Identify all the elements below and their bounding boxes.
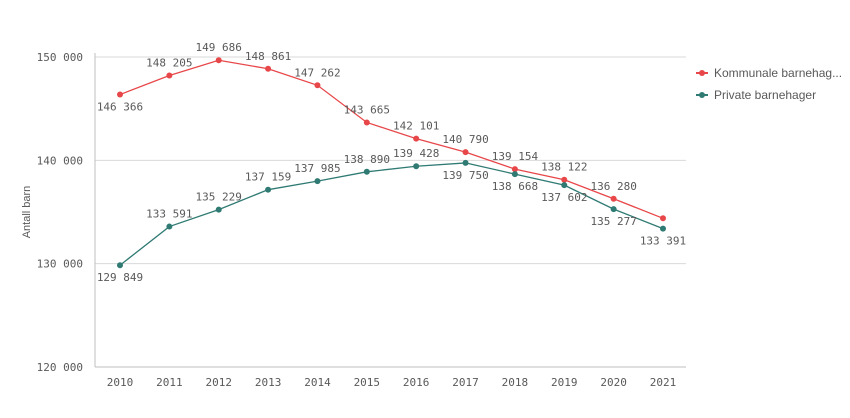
data-point <box>215 206 222 213</box>
data-point <box>462 159 469 166</box>
y-tick-label: 120 000 <box>37 361 83 374</box>
data-label: 138 668 <box>492 180 538 193</box>
x-tick-label: 2017 <box>452 376 479 389</box>
data-label: 140 790 <box>442 133 488 146</box>
x-tick-label: 2021 <box>650 376 677 389</box>
data-point <box>413 163 420 170</box>
data-point <box>561 176 568 183</box>
x-tick-label: 2018 <box>502 376 529 389</box>
legend: Kommunale barnehag... Private barnehager <box>696 62 842 106</box>
data-point <box>561 182 568 189</box>
data-label: 146 366 <box>97 101 143 114</box>
data-point <box>610 195 617 202</box>
data-label: 139 750 <box>442 169 488 182</box>
data-label: 133 591 <box>146 208 192 221</box>
data-point <box>511 166 518 173</box>
data-label: 147 262 <box>294 66 340 79</box>
data-point <box>314 178 321 185</box>
data-label: 143 665 <box>344 103 390 116</box>
y-tick-label: 150 000 <box>37 51 83 64</box>
data-point <box>413 135 420 142</box>
data-label: 133 391 <box>640 235 686 248</box>
data-label: 148 205 <box>146 57 192 70</box>
legend-marker-kommunale <box>696 68 708 78</box>
data-point <box>363 119 370 126</box>
legend-item-kommunale[interactable]: Kommunale barnehag... <box>696 62 842 84</box>
data-point <box>660 225 666 232</box>
x-tick-label: 2015 <box>354 376 381 389</box>
x-tick-label: 2012 <box>205 376 232 389</box>
x-tick-label: 2013 <box>255 376 282 389</box>
data-label: 142 101 <box>393 120 439 133</box>
data-point <box>610 206 617 213</box>
data-label: 137 985 <box>294 162 340 175</box>
data-point <box>117 262 123 269</box>
x-tick-label: 2019 <box>551 376 578 389</box>
data-point <box>215 57 222 64</box>
data-point <box>166 72 173 79</box>
data-label: 129 849 <box>97 271 143 284</box>
series-line <box>119 59 664 219</box>
data-point <box>314 82 321 89</box>
data-point <box>265 65 272 72</box>
legend-item-private[interactable]: Private barnehager <box>696 84 842 106</box>
legend-label-kommunale: Kommunale barnehag... <box>714 66 843 80</box>
data-label: 135 277 <box>590 215 636 228</box>
data-point <box>117 91 123 98</box>
data-point <box>511 171 518 178</box>
data-point <box>462 149 469 156</box>
y-tick-label: 140 000 <box>37 154 83 167</box>
y-tick-label: 130 000 <box>37 258 83 271</box>
x-tick-label: 2010 <box>107 376 134 389</box>
legend-marker-private <box>696 90 708 100</box>
data-label: 136 280 <box>590 180 636 193</box>
legend-label-private: Private barnehager <box>714 88 817 102</box>
data-point <box>166 223 173 230</box>
data-label: 138 122 <box>541 161 587 174</box>
data-label: 139 428 <box>393 147 439 160</box>
x-tick-label: 2014 <box>304 376 331 389</box>
data-label: 138 890 <box>344 153 390 166</box>
data-label: 137 602 <box>541 191 587 204</box>
series-line <box>119 162 664 266</box>
data-label: 139 154 <box>492 150 539 163</box>
x-tick-label: 2011 <box>156 376 183 389</box>
x-tick-label: 2020 <box>600 376 627 389</box>
x-tick-label: 2016 <box>403 376 430 389</box>
data-label: 148 861 <box>245 50 291 63</box>
y-axis-label: Antall barn <box>21 186 33 239</box>
data-point <box>265 186 272 193</box>
data-point <box>363 168 370 175</box>
data-label: 149 686 <box>196 41 242 54</box>
data-point <box>660 215 666 222</box>
data-label: 135 229 <box>196 191 242 204</box>
data-label: 137 159 <box>245 171 291 184</box>
